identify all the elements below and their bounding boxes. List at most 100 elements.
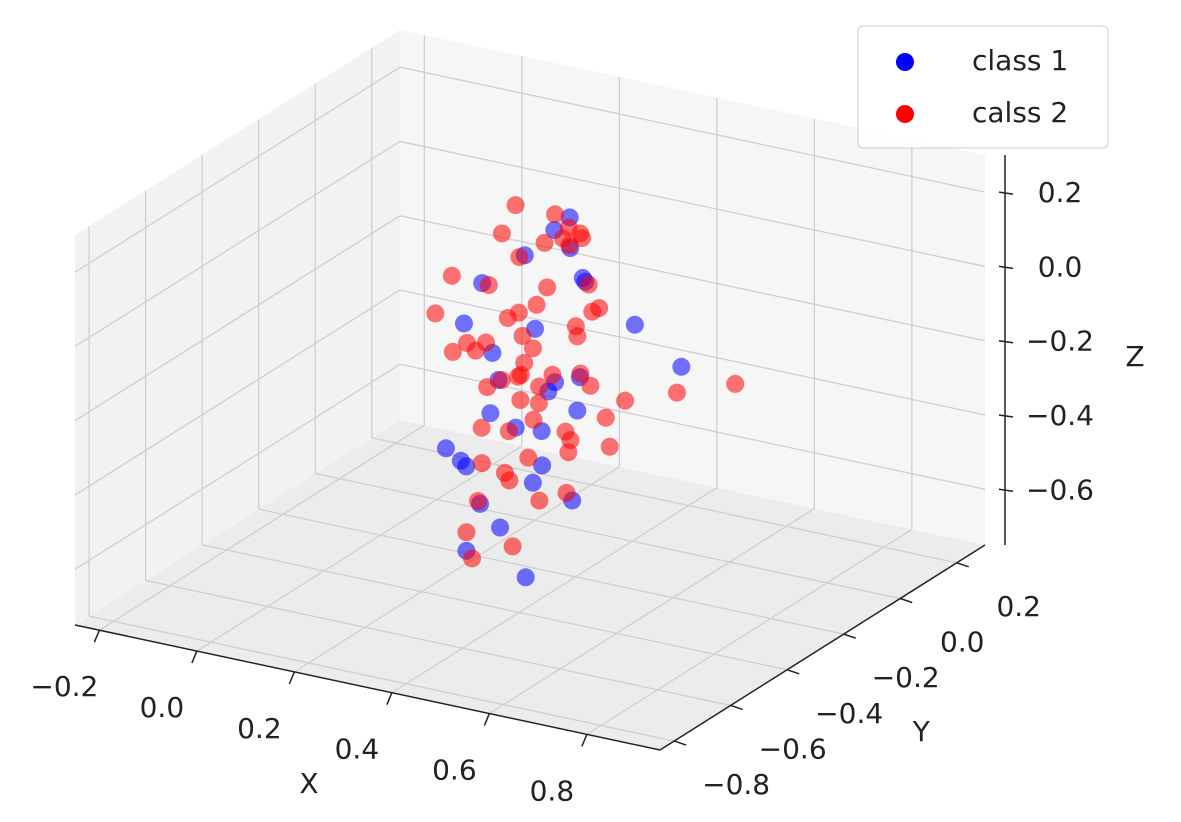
z-tick — [998, 488, 1014, 493]
point — [476, 333, 495, 352]
point — [559, 443, 578, 462]
z-tick — [998, 265, 1014, 270]
z-grid-line — [74, 363, 401, 570]
legend-box — [857, 25, 1109, 149]
point — [451, 451, 470, 470]
z-tick-label: −0.2 — [1026, 325, 1094, 358]
point — [499, 422, 518, 441]
point — [506, 196, 525, 215]
z-tick-label: −0.4 — [1026, 399, 1094, 432]
x-tick — [288, 671, 296, 685]
y-grid-line — [202, 544, 788, 671]
axis-line — [659, 544, 986, 751]
point — [600, 437, 619, 456]
point — [519, 448, 538, 467]
point — [513, 326, 532, 345]
y-tick — [673, 740, 687, 746]
y-axis-label: Y — [912, 715, 931, 748]
point — [454, 314, 473, 333]
point — [503, 537, 522, 556]
point — [625, 315, 644, 334]
point — [481, 404, 500, 423]
point — [478, 378, 497, 397]
point — [533, 456, 552, 475]
z-grid-line — [399, 66, 986, 193]
y-tick — [786, 669, 800, 675]
point — [543, 365, 562, 384]
x-tick — [483, 713, 491, 726]
y-grid-line — [258, 508, 844, 635]
z-tick-label: 0.2 — [1038, 176, 1083, 209]
point — [523, 473, 542, 492]
point — [509, 303, 528, 322]
y-tick — [843, 633, 856, 639]
y-tick — [899, 597, 913, 604]
point — [568, 401, 587, 420]
point — [472, 454, 491, 473]
point — [479, 276, 498, 295]
x-tick-label: 0.4 — [335, 733, 380, 766]
axis-line — [74, 624, 661, 751]
y-tick — [730, 704, 743, 711]
x-tick-label: 0.0 — [140, 691, 185, 724]
legend-label: calss 2 — [972, 96, 1068, 129]
x-grid-line — [391, 487, 718, 694]
point — [491, 518, 510, 537]
legend: class 1 calss 2 — [857, 25, 1109, 149]
point — [538, 278, 557, 297]
point — [436, 439, 455, 458]
x-tick-label: −0.2 — [30, 670, 98, 703]
y-tick-label: −0.6 — [759, 732, 827, 765]
point — [557, 483, 576, 502]
point — [579, 275, 598, 294]
z-grid-line — [74, 140, 401, 347]
point — [667, 383, 686, 402]
z-grid-line — [74, 289, 401, 496]
point — [516, 568, 535, 587]
point — [523, 339, 542, 358]
point — [596, 408, 615, 427]
point — [581, 376, 600, 395]
x-tick-label: 0.6 — [432, 754, 477, 787]
z-grid-line — [399, 140, 986, 268]
y-grid-line — [145, 579, 731, 707]
x-tick — [386, 692, 393, 705]
z-grid-line — [74, 215, 401, 422]
point — [571, 224, 590, 243]
y-grid-line — [315, 472, 901, 600]
point — [524, 410, 543, 429]
point — [463, 549, 482, 568]
point — [566, 317, 585, 336]
x-axis-label: X — [299, 767, 318, 800]
point — [495, 463, 514, 482]
points — [426, 196, 745, 587]
point — [472, 418, 491, 437]
point — [535, 233, 554, 252]
point — [527, 295, 546, 314]
x-tick — [93, 629, 101, 643]
legend-marker — [896, 53, 914, 71]
y-tick-label: −0.8 — [702, 768, 770, 801]
x-tick — [191, 650, 198, 664]
y-tick-label: 0.2 — [996, 590, 1041, 623]
point — [511, 391, 530, 410]
x-grid-line — [196, 445, 523, 652]
point — [442, 266, 461, 285]
z-tick-label: −0.6 — [1026, 473, 1094, 506]
z-tick — [998, 339, 1014, 344]
z-grid-line — [399, 289, 986, 416]
point — [443, 342, 462, 361]
z-axis-label: Z — [1125, 340, 1144, 373]
z-tick — [998, 414, 1014, 418]
point — [492, 224, 511, 243]
y-tick-label: −0.4 — [815, 697, 883, 730]
point — [571, 364, 590, 383]
point — [590, 299, 609, 318]
x-tick-label: 0.2 — [237, 712, 282, 745]
back-pane — [400, 30, 985, 545]
x-grid-line — [489, 507, 815, 715]
point — [616, 391, 635, 410]
y-grid-line — [88, 615, 675, 742]
